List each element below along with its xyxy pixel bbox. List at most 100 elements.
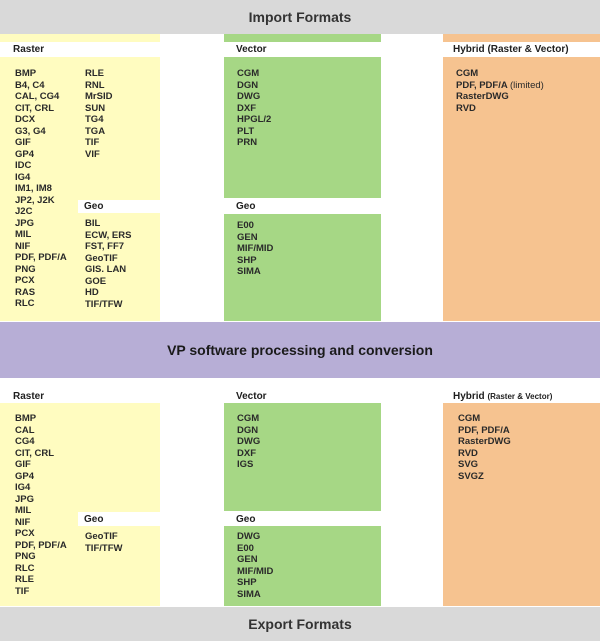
import-vector-list: CGM DGN DWG DXF HPGL/2 PLT PRN [237, 68, 271, 149]
import-hybrid-item: RasterDWG [456, 91, 509, 102]
format-item: GP4 [15, 148, 35, 160]
format-item: GIF [15, 137, 31, 148]
import-raster-header: Raster [13, 44, 45, 55]
format-item: DCX [15, 114, 36, 125]
format-item: TIF [85, 137, 100, 148]
import-vector-geo-header: Geo [236, 201, 256, 212]
export-raster-list: BMP CAL CG4 CIT, CRL GIF GP4 IG4 JPG MIL NIF PCX PD… [15, 413, 67, 597]
import-hybrid-item: RVD [456, 102, 476, 114]
import-hybrid-top-strip [443, 34, 600, 42]
import-vector-geo-list: E00 GEN MIF/MID SHP SIMA [237, 220, 273, 278]
format-item: RLC [15, 298, 35, 309]
import-raster-geo-list: BIL ECW, ERS FST, FF7 GeoTIF GIS. LAN GOE HD TI… [85, 218, 131, 310]
format-item: RLC [15, 562, 35, 574]
import-raster-top-strip [0, 34, 160, 42]
format-item: TIF/TFW [85, 542, 123, 554]
export-formats-title: Export Formats [248, 616, 352, 632]
format-item: RAS [15, 286, 36, 298]
format-item: RLE [15, 574, 34, 585]
format-item: SIMA [237, 266, 261, 277]
format-item: IG4 [15, 171, 31, 183]
export-hybrid-header: Hybrid (Raster & Vector) [453, 391, 552, 403]
format-item: B4, C4 [15, 79, 45, 91]
export-hybrid-header-main: Hybrid [453, 391, 485, 402]
format-item: SVGZ [458, 470, 484, 482]
import-vector-panel [224, 57, 381, 198]
export-vector-panel [224, 403, 381, 511]
format-item: RasterDWG [458, 436, 511, 447]
format-item: IM1, IM8 [15, 183, 52, 194]
format-item: CGM [237, 413, 260, 424]
format-item: DXF [237, 447, 256, 459]
format-item: TGA [85, 125, 106, 137]
format-item: SIMA [237, 588, 261, 600]
format-item: CAL, CG4 [15, 91, 60, 102]
format-item: SVG [458, 459, 479, 470]
format-item: TIF [15, 585, 30, 597]
format-item: GeoTIF [85, 531, 118, 542]
format-item: DWG [237, 531, 261, 542]
export-hybrid-list: CGM PDF, PDF/A RasterDWG RVD SVG SVGZ [458, 413, 511, 482]
import-hybrid-item-main: PDF, PDF/A [456, 79, 508, 91]
format-item: RNL [85, 79, 105, 91]
import-raster-panel [0, 57, 160, 321]
format-item: SHP [237, 577, 257, 588]
format-item: IGS [237, 459, 254, 470]
format-item: GIF [15, 459, 31, 470]
format-item: PRN [237, 137, 258, 148]
format-item: GEN [237, 231, 258, 243]
format-item: HD [85, 287, 99, 298]
format-item: E00 [237, 220, 254, 231]
format-item: DWG [237, 436, 261, 447]
format-item: PDF, PDF/A [15, 539, 67, 551]
format-item: CGM [237, 68, 260, 79]
export-vector-geo-header: Geo [236, 514, 256, 525]
format-item: BMP [15, 413, 37, 424]
format-item: CIT, CRL [15, 447, 55, 459]
import-formats-title: Import Formats [248, 9, 352, 25]
format-item: MIL [15, 229, 32, 240]
format-item: CGM [458, 413, 481, 424]
format-item: PCX [15, 528, 35, 539]
format-item: JPG [15, 217, 35, 229]
format-item: TG4 [85, 114, 104, 125]
format-item: FST, FF7 [85, 241, 125, 252]
format-item: HPGL/2 [237, 114, 272, 125]
format-item: SHP [237, 254, 257, 266]
format-item: GIS. LAN [85, 264, 127, 275]
format-item: BMP [15, 68, 37, 79]
import-hybrid-header: Hybrid (Raster & Vector) [453, 44, 569, 55]
export-raster-geo-list: GeoTIF TIF/TFW [85, 531, 122, 554]
format-item: MIF/MID [237, 565, 274, 577]
export-hybrid-panel [443, 403, 600, 606]
import-hybrid-item: CGM [456, 68, 479, 79]
format-item: CG4 [15, 436, 35, 447]
format-item: BIL [85, 218, 101, 229]
format-item: E00 [237, 542, 254, 554]
format-item: GP4 [15, 470, 35, 482]
format-item: MIF/MID [237, 243, 274, 254]
import-raster-geo-header: Geo [84, 201, 104, 212]
format-item: PCX [15, 275, 35, 286]
import-vector-top-strip [224, 34, 381, 42]
import-raster-list-1: BMP B4, C4 CAL, CG4 CIT, CRL DCX G3, G4 GIF GP4… [15, 68, 67, 310]
export-raster-panel [0, 403, 160, 606]
format-item: IG4 [15, 482, 31, 493]
export-vector-geo-panel [224, 526, 381, 606]
import-formats-banner: Import Formats [0, 0, 600, 34]
import-raster-list-2: RLE RNL MrSID SUN TG4 TGA TIF VIF [85, 68, 112, 160]
export-vector-header: Vector [236, 391, 267, 402]
format-item: IDC [15, 160, 32, 171]
processing-title: VP software processing and conversion [167, 342, 433, 358]
format-item: J2C [15, 206, 33, 217]
format-item: DXF [237, 102, 256, 114]
export-hybrid-header-sub: (Raster & Vector) [487, 392, 553, 401]
export-formats-banner: Export Formats [0, 607, 600, 641]
format-item: VIF [85, 148, 100, 160]
format-item: CIT, CRL [15, 102, 55, 114]
format-item: MIL [15, 505, 32, 516]
format-item: RVD [458, 447, 478, 459]
format-item: CAL [15, 424, 35, 436]
export-raster-geo-header: Geo [84, 514, 104, 525]
format-item: DGN [237, 424, 259, 436]
